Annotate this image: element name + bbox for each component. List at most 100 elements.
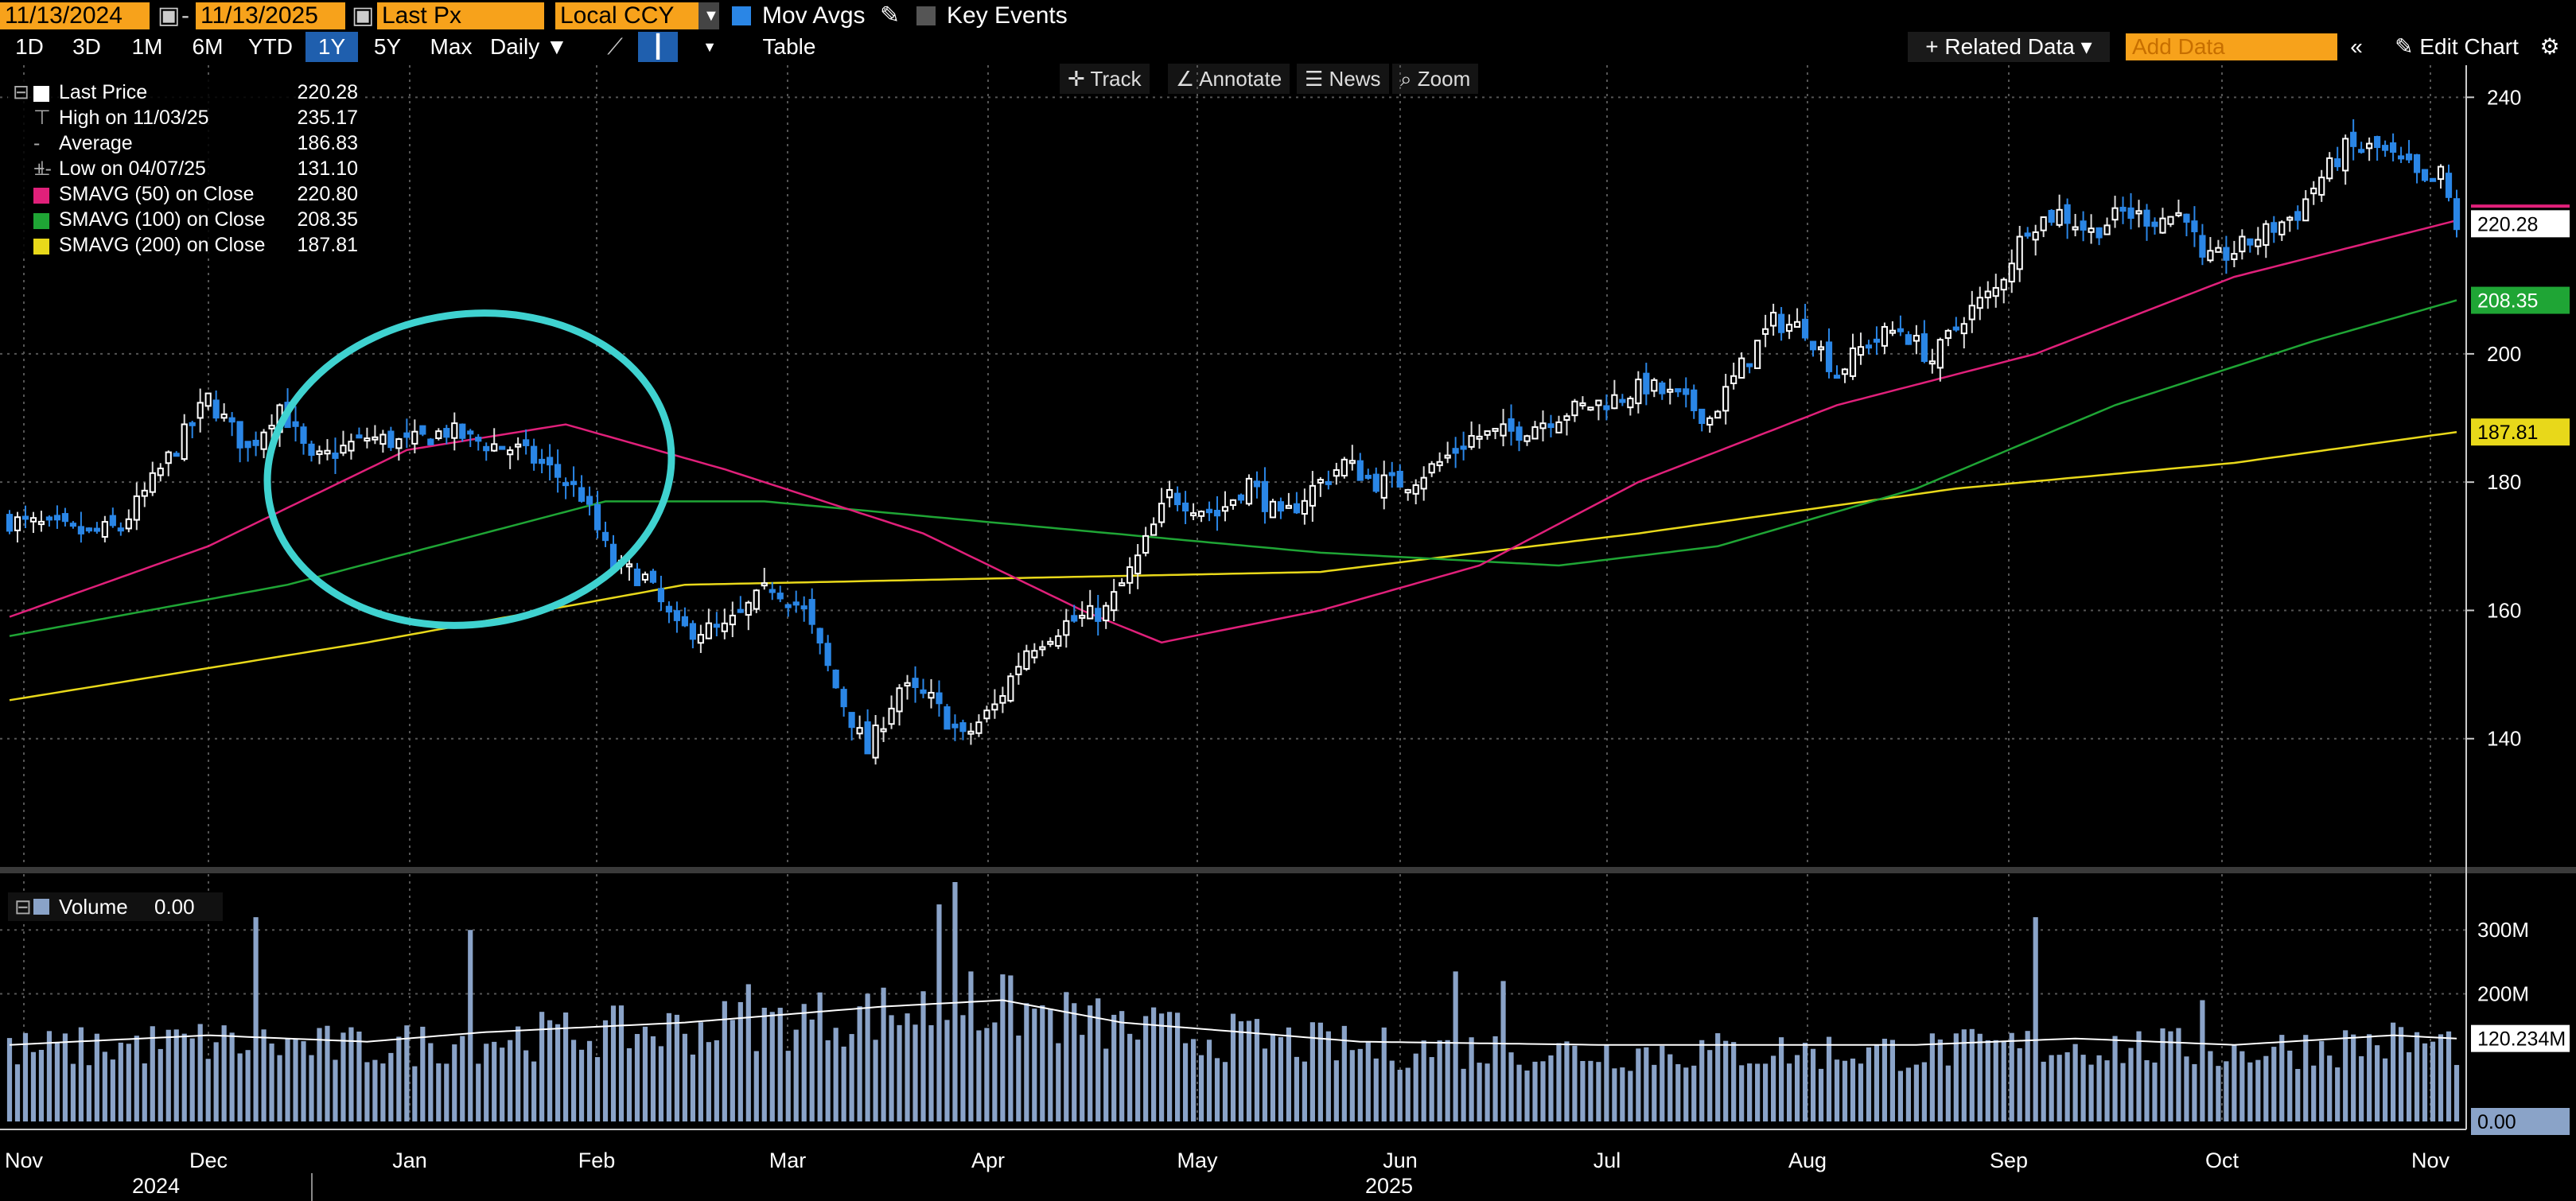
high-label: High on 11/03/25 bbox=[59, 107, 209, 129]
volume-bar bbox=[2096, 1055, 2102, 1121]
volume-bar bbox=[1818, 1068, 1824, 1121]
candle-body bbox=[1691, 389, 1698, 411]
candle-body bbox=[967, 730, 975, 735]
candle-body bbox=[562, 482, 570, 487]
candle-body bbox=[1785, 324, 1793, 332]
candle-body bbox=[2064, 204, 2071, 224]
candle-body bbox=[705, 622, 712, 639]
candle-body bbox=[2175, 212, 2182, 216]
volume-bar bbox=[22, 1032, 29, 1121]
related-data-button[interactable]: + Related Data ▾ bbox=[1908, 32, 2110, 62]
candle-body bbox=[912, 678, 919, 689]
volume-bar bbox=[2128, 1047, 2134, 1121]
chevron-down-icon[interactable]: ▼ bbox=[698, 2, 719, 29]
volume-bar bbox=[1572, 1045, 1578, 1121]
volume-bar bbox=[500, 1047, 505, 1121]
candle-body bbox=[1833, 375, 1841, 379]
candle-body bbox=[284, 402, 291, 429]
volume-bar bbox=[2120, 1063, 2126, 1121]
candle-body bbox=[260, 431, 267, 450]
line-chart-icon[interactable]: ⟋ bbox=[607, 34, 623, 59]
candle-body bbox=[499, 445, 506, 450]
candle-chart-icon[interactable]: ┃ bbox=[638, 32, 678, 62]
candle-body bbox=[85, 527, 92, 532]
candle-body bbox=[395, 438, 403, 449]
candle-body bbox=[2167, 216, 2174, 225]
range-5y[interactable]: 5Y bbox=[373, 34, 402, 59]
volume-bar bbox=[1921, 1062, 1927, 1121]
volume-bar bbox=[1056, 1043, 1061, 1121]
candle-body bbox=[1428, 463, 1435, 474]
candle-body bbox=[1269, 500, 1277, 519]
volume-bar bbox=[508, 1040, 513, 1121]
volume-bar bbox=[889, 1015, 894, 1121]
legend-expand-icon[interactable]: ⊟ bbox=[13, 81, 29, 103]
edit-chart-button[interactable]: ✎ Edit Chart bbox=[2379, 32, 2535, 62]
candle-body bbox=[2278, 221, 2286, 235]
currency-select[interactable]: Local CCY bbox=[555, 2, 698, 29]
average-marker-icon: -+- bbox=[33, 132, 52, 180]
collapse-icon[interactable]: « bbox=[2350, 34, 2363, 59]
candle-body bbox=[356, 434, 363, 439]
start-date-field[interactable]: 11/13/2024 bbox=[0, 2, 150, 29]
table-button[interactable]: Table bbox=[762, 34, 816, 59]
range-max[interactable]: Max bbox=[430, 34, 473, 59]
volume-expand-icon[interactable]: ⊟ bbox=[14, 895, 32, 919]
candle-body bbox=[840, 689, 847, 708]
candle-body bbox=[2095, 227, 2103, 239]
candle-body bbox=[2143, 209, 2150, 227]
candle-body bbox=[1213, 510, 1221, 517]
end-calendar-icon[interactable]: ▣ bbox=[352, 2, 375, 29]
range-1m[interactable]: 1M bbox=[131, 34, 163, 59]
volume-bar bbox=[658, 1046, 664, 1121]
volume-bar bbox=[666, 1012, 672, 1121]
volume-tick-label: 300M bbox=[2477, 918, 2529, 942]
chart-type-dropdown-icon[interactable]: ▼ bbox=[702, 39, 717, 55]
candle-body bbox=[800, 605, 807, 610]
volume-bar bbox=[317, 1028, 322, 1121]
candle-body bbox=[2223, 247, 2230, 261]
volume-bar bbox=[2041, 1061, 2046, 1121]
volume-bar bbox=[1707, 1050, 1713, 1121]
volume-bar bbox=[1580, 1060, 1586, 1121]
volume-bar bbox=[102, 1051, 107, 1121]
volume-bar bbox=[6, 1038, 13, 1121]
range-1d[interactable]: 1D bbox=[15, 34, 44, 59]
candle-body bbox=[45, 516, 53, 521]
low-label: Low on 04/07/25 bbox=[59, 157, 206, 180]
candle-body bbox=[1229, 499, 1237, 507]
volume-legend: ⊟ Volume 0.00 bbox=[8, 892, 223, 921]
add-data-input[interactable]: Add Data bbox=[2126, 33, 2337, 60]
candle-body bbox=[197, 402, 204, 419]
candle-body bbox=[1221, 506, 1229, 512]
mov-avgs-checkbox[interactable] bbox=[732, 6, 751, 25]
end-date-field[interactable]: 11/13/2025 bbox=[196, 2, 345, 29]
range-6m[interactable]: 6M bbox=[192, 34, 224, 59]
volume-bar bbox=[1198, 1055, 1204, 1121]
gear-icon[interactable]: ⚙ bbox=[2539, 34, 2560, 59]
annotate-tool[interactable]: ∠ Annotate bbox=[1168, 64, 1290, 94]
key-events-checkbox[interactable] bbox=[916, 6, 936, 25]
range-ytd[interactable]: YTD bbox=[248, 34, 293, 59]
candle-body bbox=[2000, 278, 2007, 291]
news-tool[interactable]: ☰ News bbox=[1297, 64, 1389, 94]
volume-bar bbox=[516, 1026, 521, 1121]
volume-bar bbox=[1143, 1016, 1149, 1121]
date-separator: - bbox=[181, 2, 189, 29]
volume-bar bbox=[1064, 992, 1069, 1121]
sma50-value: 220.80 bbox=[297, 183, 358, 205]
candle-body bbox=[2127, 207, 2134, 220]
range-3d[interactable]: 3D bbox=[72, 34, 101, 59]
period-select[interactable]: Daily ▼ bbox=[490, 34, 568, 59]
candle-body bbox=[2445, 173, 2453, 198]
candle-body bbox=[593, 503, 601, 531]
candle-body bbox=[1095, 608, 1102, 622]
pencil-icon[interactable]: ✎ bbox=[880, 2, 901, 29]
track-tool[interactable]: ✛ Track bbox=[1060, 64, 1150, 94]
zoom-tool[interactable]: ⌕ Zoom bbox=[1392, 64, 1479, 94]
volume-bar bbox=[1294, 1056, 1299, 1121]
start-calendar-icon[interactable]: ▣ bbox=[158, 2, 181, 29]
range-1y[interactable]: 1Y bbox=[305, 32, 358, 62]
field-select[interactable]: Last Px bbox=[377, 2, 544, 29]
